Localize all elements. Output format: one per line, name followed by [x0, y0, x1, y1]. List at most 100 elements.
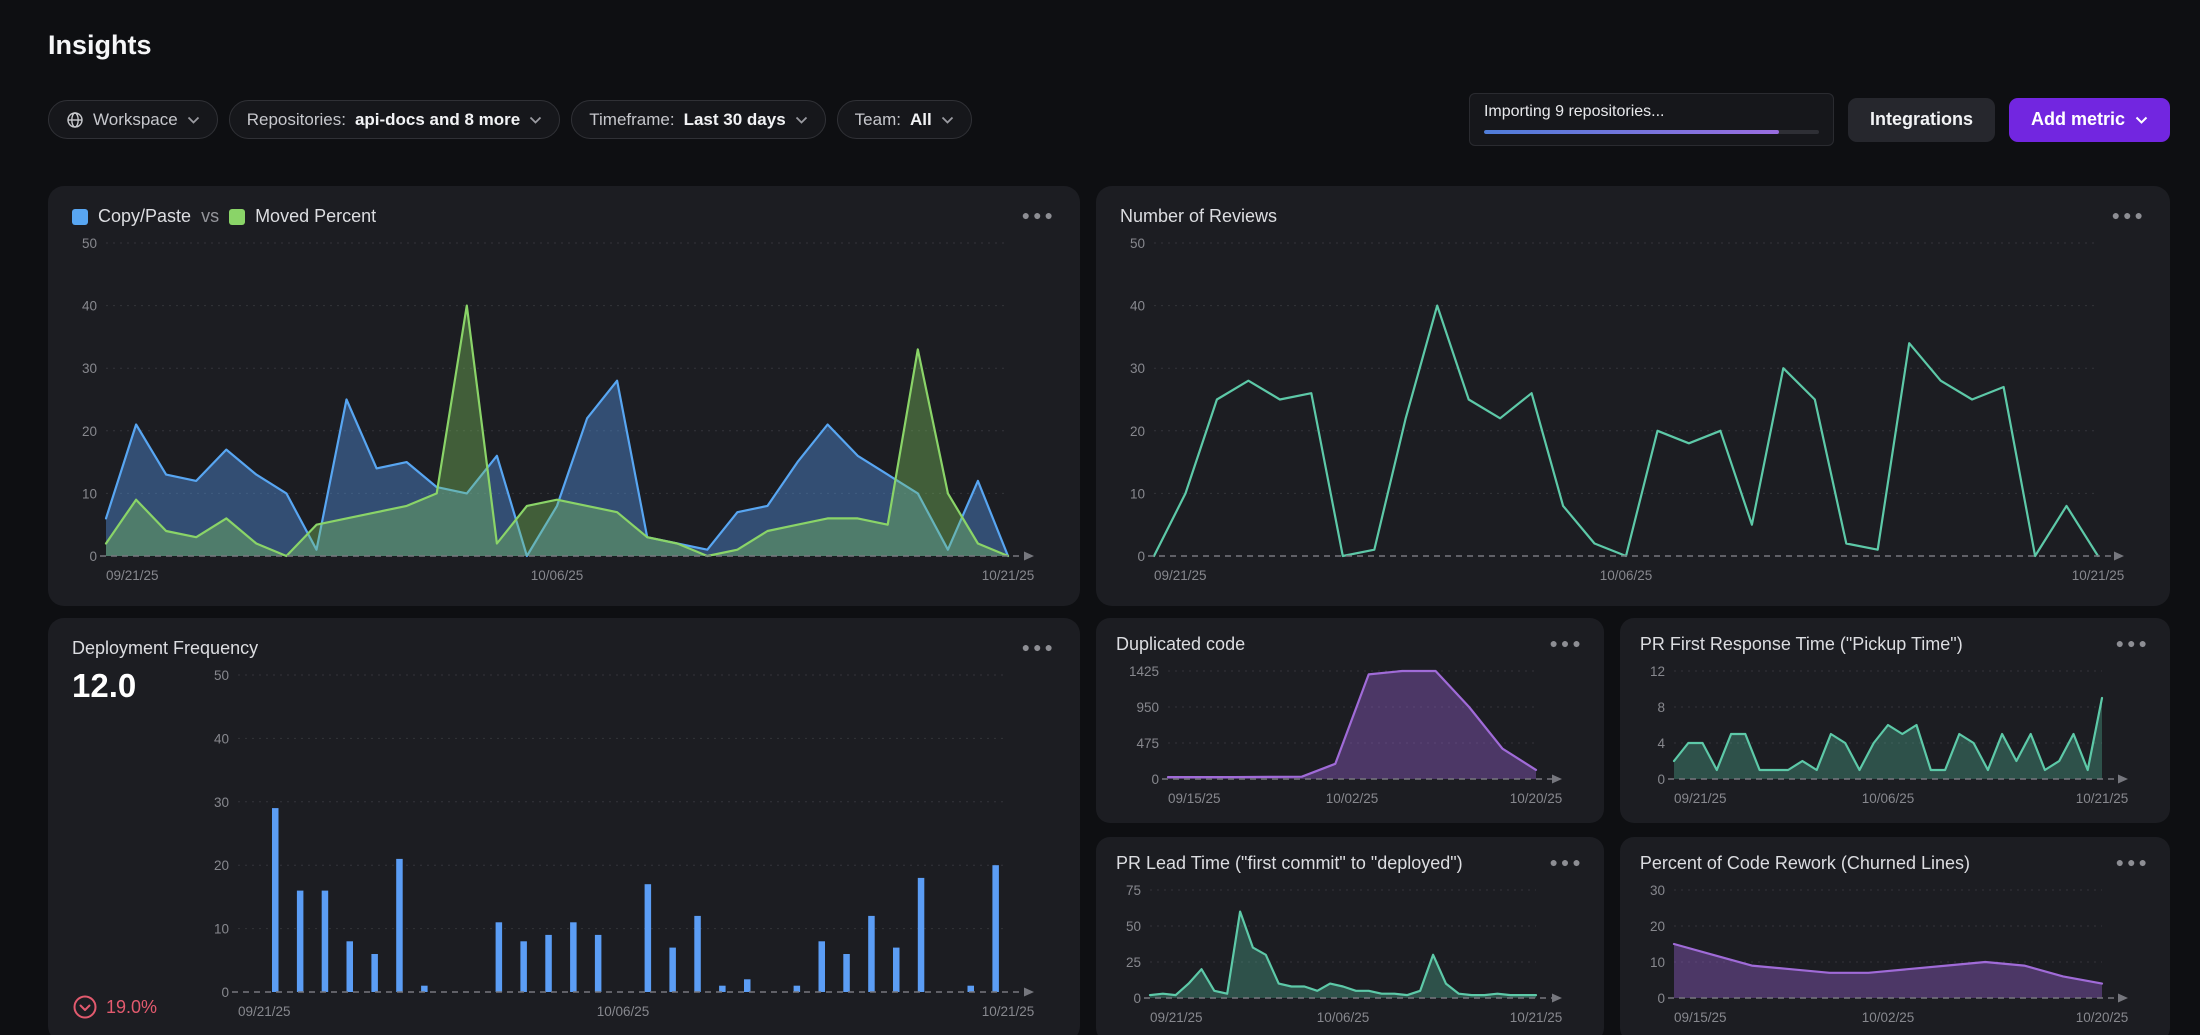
svg-text:50: 50 [82, 236, 97, 251]
integrations-button[interactable]: Integrations [1848, 98, 1995, 142]
toolbar: Workspace Repositories: api-docs and 8 m… [48, 93, 2170, 146]
card-title: PR First Response Time ("Pickup Time") [1640, 634, 1963, 655]
svg-text:0: 0 [1657, 772, 1665, 787]
svg-text:20: 20 [82, 424, 97, 439]
add-metric-label: Add metric [2031, 109, 2125, 130]
trend-down-icon [72, 994, 98, 1020]
card-menu-button[interactable]: ●●● [1022, 206, 1056, 226]
svg-text:10/06/25: 10/06/25 [597, 1004, 650, 1019]
deployment-summary: 12.0 19.0% [72, 665, 204, 1026]
chevron-down-icon [187, 116, 200, 124]
svg-text:475: 475 [1136, 736, 1159, 751]
card-title: Number of Reviews [1120, 206, 1277, 227]
timeframe-prefix: Timeframe: [589, 110, 674, 130]
add-metric-button[interactable]: Add metric [2009, 98, 2170, 142]
repositories-filter[interactable]: Repositories: api-docs and 8 more [229, 100, 561, 139]
team-value: All [910, 110, 932, 130]
svg-text:40: 40 [82, 299, 97, 314]
legend-separator: vs [201, 206, 219, 227]
svg-text:10/20/25: 10/20/25 [1510, 791, 1563, 806]
svg-text:10/21/25: 10/21/25 [2076, 791, 2129, 806]
svg-text:30: 30 [1650, 883, 1665, 898]
svg-text:50: 50 [214, 668, 229, 683]
repositories-prefix: Repositories: [247, 110, 346, 130]
card-menu-button[interactable]: ●●● [1022, 638, 1056, 658]
dashboard-grid: Copy/Paste vs Moved Percent ●●● 0 10 20 30 4… [48, 186, 2170, 1035]
card-menu-button[interactable]: ●●● [1549, 853, 1583, 873]
deployment-frequency-card: Deployment Frequency ●●● 12.0 19.0% 0102… [48, 618, 1080, 1035]
timeframe-filter[interactable]: Timeframe: Last 30 days [571, 100, 825, 139]
chart-canvas: 0102030405009/21/2510/06/2510/21/25 [72, 233, 1056, 590]
svg-text:30: 30 [1130, 361, 1145, 376]
svg-text:09/21/25: 09/21/25 [1674, 791, 1727, 806]
svg-text:20: 20 [1130, 424, 1145, 439]
svg-text:10: 10 [1650, 955, 1665, 970]
svg-text:10: 10 [82, 486, 97, 501]
legend-label-copy-paste: Copy/Paste [98, 206, 191, 227]
chevron-down-icon [795, 116, 808, 124]
svg-text:0: 0 [1657, 991, 1665, 1006]
svg-text:75: 75 [1126, 883, 1141, 898]
pr-lead-time-chart: 025507509/21/2510/06/2510/21/25 [1116, 880, 1584, 1032]
workspace-filter[interactable]: Workspace [48, 100, 218, 139]
chevron-down-icon [2135, 116, 2148, 124]
svg-text:0: 0 [1151, 772, 1159, 787]
svg-text:10/06/25: 10/06/25 [1862, 791, 1915, 806]
card-menu-button[interactable]: ●●● [1549, 634, 1583, 654]
card-title: Deployment Frequency [72, 638, 258, 659]
duplicated-code-card: Duplicated code ●●● 0475950142509/15/251… [1096, 618, 1604, 823]
card-menu-button[interactable]: ●●● [2116, 634, 2150, 654]
toolbar-right: Importing 9 repositories... Integrations… [1469, 93, 2170, 146]
workspace-icon [66, 111, 84, 129]
code-rework-card: Percent of Code Rework (Churned Lines) ●… [1620, 837, 2170, 1035]
deployment-frequency-chart: 0102030405009/21/2510/06/2510/21/25 [204, 665, 1056, 1026]
card-menu-button[interactable]: ●●● [2112, 206, 2146, 226]
svg-text:40: 40 [1130, 299, 1145, 314]
deployment-delta-value: 19.0% [106, 997, 157, 1018]
svg-text:09/21/25: 09/21/25 [238, 1004, 291, 1019]
chart-canvas: 0102030405009/21/2510/06/2510/21/25 [204, 665, 1056, 1026]
pr-first-response-chart: 0481209/21/2510/06/2510/21/25 [1640, 661, 2150, 813]
import-progress-fill [1484, 130, 1779, 134]
card-title: Duplicated code [1116, 634, 1245, 655]
number-of-reviews-card: Number of Reviews ●●● 0102030405009/21/2… [1096, 186, 2170, 606]
card-title: Percent of Code Rework (Churned Lines) [1640, 853, 1970, 874]
number-of-reviews-chart: 0102030405009/21/2510/06/2510/21/25 [1120, 233, 2146, 590]
workspace-label: Workspace [93, 110, 178, 130]
import-status-panel: Importing 9 repositories... [1469, 93, 1834, 146]
svg-text:09/21/25: 09/21/25 [1154, 568, 1207, 583]
chevron-down-icon [529, 116, 542, 124]
copy-paste-vs-moved-chart: 0102030405009/21/2510/06/2510/21/25 [72, 233, 1056, 590]
svg-text:0: 0 [1137, 549, 1145, 564]
chart-canvas: 0102030405009/21/2510/06/2510/21/25 [1120, 233, 2146, 590]
svg-text:10/20/25: 10/20/25 [2076, 1010, 2129, 1025]
deployment-delta-badge: 19.0% [72, 994, 204, 1020]
card-menu-button[interactable]: ●●● [2116, 853, 2150, 873]
pr-lead-time-card: PR Lead Time ("first commit" to "deploye… [1096, 837, 1604, 1035]
svg-text:09/21/25: 09/21/25 [1150, 1010, 1203, 1025]
chevron-down-icon [941, 116, 954, 124]
svg-text:50: 50 [1126, 919, 1141, 934]
timeframe-value: Last 30 days [684, 110, 786, 130]
svg-text:950: 950 [1136, 700, 1159, 715]
svg-text:40: 40 [214, 731, 229, 746]
svg-text:10/21/25: 10/21/25 [1510, 1010, 1563, 1025]
page-title: Insights [0, 0, 2200, 61]
svg-text:10: 10 [1130, 486, 1145, 501]
svg-text:09/21/25: 09/21/25 [106, 568, 159, 583]
chart-canvas: 010203009/15/2510/02/2510/20/25 [1640, 880, 2150, 1032]
team-filter[interactable]: Team: All [837, 100, 972, 139]
team-prefix: Team: [855, 110, 901, 130]
svg-text:10/21/25: 10/21/25 [982, 568, 1035, 583]
svg-text:25: 25 [1126, 955, 1141, 970]
svg-text:10/21/25: 10/21/25 [2072, 568, 2125, 583]
import-status-text: Importing 9 repositories... [1484, 103, 1819, 121]
svg-text:0: 0 [89, 549, 97, 564]
card-title: PR Lead Time ("first commit" to "deploye… [1116, 853, 1463, 874]
svg-text:0: 0 [1133, 991, 1141, 1006]
import-progress-bar [1484, 130, 1819, 134]
svg-text:8: 8 [1657, 700, 1665, 715]
svg-text:30: 30 [214, 795, 229, 810]
chart-legend: Copy/Paste vs Moved Percent [72, 206, 376, 227]
svg-text:30: 30 [82, 361, 97, 376]
